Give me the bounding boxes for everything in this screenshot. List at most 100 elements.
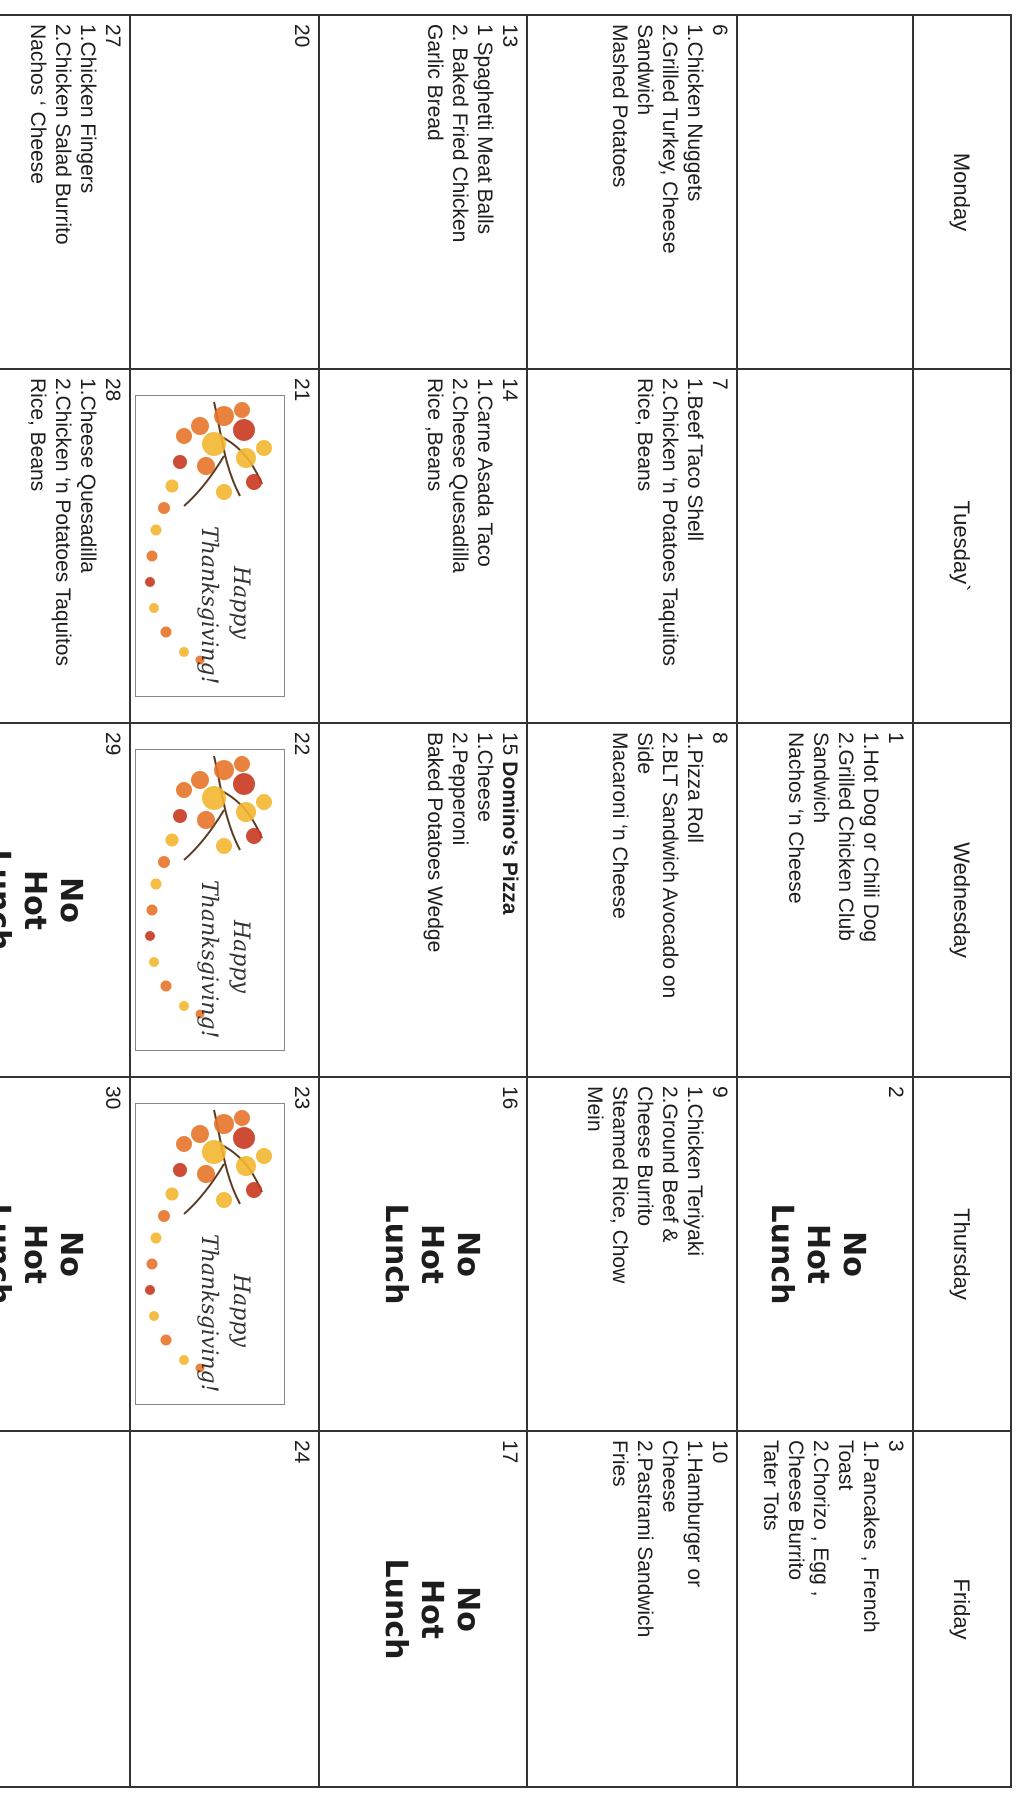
leaf-shape bbox=[202, 1140, 226, 1164]
menu-line: 2.Cheese Quesadilla bbox=[448, 378, 471, 573]
header-tuesday: Tuesday` bbox=[913, 369, 1011, 723]
day-cell-mon: 27 1.Chicken Fingers 2.Chicken Salad Burri… bbox=[0, 15, 130, 369]
day-cell-mon: 13 1 Spaghetti Meat Balls 2. Baked Fried C… bbox=[319, 15, 527, 369]
day-number: 6 bbox=[708, 24, 731, 36]
day-cell-mon bbox=[737, 15, 913, 369]
day-number: 15 bbox=[498, 732, 521, 756]
leaf-shape bbox=[191, 771, 209, 789]
no-hot-lunch-line: Hot bbox=[800, 1223, 835, 1285]
day-cell-fri: 17 No Hot Lunch bbox=[319, 1431, 527, 1787]
menu-line: Cheese bbox=[658, 1440, 681, 1513]
menu-line: 1.Pancakes , French bbox=[859, 1440, 882, 1633]
no-hot-lunch-notice: No Hot Lunch bbox=[377, 1086, 497, 1422]
leaf-shape bbox=[191, 1125, 209, 1143]
menu-line: 2.Chicken ‘n Potatoes Taquitos bbox=[51, 378, 74, 666]
menu-special-title: Domino’s Pizza bbox=[498, 761, 521, 915]
menu-line: 2.Pastrami Sandwich bbox=[633, 1440, 656, 1638]
day-cell-wed: 29 No Hot Lunch bbox=[0, 723, 130, 1077]
no-hot-lunch-line: Hot bbox=[17, 869, 52, 931]
leaf-shape bbox=[179, 1001, 189, 1011]
menu-line: 2.Grilled Chicken Club bbox=[834, 732, 857, 941]
menu-line: 2.Grilled Turkey, Cheese bbox=[658, 24, 681, 254]
menu-line: 1.Chicken Teriyaki bbox=[683, 1086, 706, 1257]
no-hot-lunch-line: No bbox=[53, 1231, 88, 1277]
menu-line: Nachos ‘n Cheese bbox=[784, 732, 807, 904]
happy-text: Happy bbox=[228, 1273, 253, 1347]
menu-line: 2.BLT Sandwich Avocado on bbox=[658, 732, 681, 999]
leaf-shape bbox=[160, 626, 172, 638]
leaf-shape bbox=[149, 603, 159, 613]
day-cell-fri bbox=[0, 1431, 130, 1787]
week-row: 27 1.Chicken Fingers 2.Chicken Salad Burri… bbox=[0, 15, 130, 1787]
leaf-shape bbox=[146, 904, 158, 916]
leaf-shape bbox=[173, 809, 187, 823]
menu-line: 1.Cheese Quesadilla bbox=[76, 378, 99, 573]
day-cell-wed: 1 1.Hot Dog or Chili Dog 2.Grilled Chicken… bbox=[737, 723, 913, 1077]
week-row: 13 1 Spaghetti Meat Balls 2. Baked Fried C… bbox=[319, 15, 527, 1787]
leaf-shape bbox=[195, 655, 205, 665]
menu-line: Sandwich bbox=[633, 24, 656, 116]
leaf-shape bbox=[145, 577, 155, 587]
day-number: 10 bbox=[708, 1440, 731, 1464]
day-number: 29 bbox=[101, 732, 124, 756]
day-number: 20 bbox=[290, 24, 313, 48]
day-number: 8 bbox=[708, 732, 731, 744]
leaf-shape bbox=[165, 833, 179, 847]
leaf-shape bbox=[233, 1127, 255, 1149]
day-cell-fri: 3 1.Pancakes , French Toast 2.Chorizo , Egg… bbox=[737, 1431, 913, 1787]
calendar-body: 1 1.Hot Dog or Chili Dog 2.Grilled Chicken… bbox=[0, 15, 913, 1787]
day-cell-mon: 6 1.Chicken Nuggets 2.Grilled Turkey, Chee… bbox=[527, 15, 737, 369]
no-hot-lunch-line: Hot bbox=[414, 1223, 449, 1285]
menu-line: Rice ,Beans bbox=[423, 378, 446, 492]
day-cell-wed: 15 Domino’s Pizza 1.Cheese 2.Pepperoni Bake… bbox=[319, 723, 527, 1077]
leaf-shape bbox=[202, 786, 226, 810]
menu-line: Tater Tots bbox=[759, 1440, 782, 1531]
menu-line: Nachos ‘ Cheese bbox=[26, 24, 49, 184]
day-cell-tue: 21 Happy Thanksgiving! bbox=[130, 369, 319, 723]
leaf-shape bbox=[145, 1285, 155, 1295]
leaf-shape bbox=[145, 931, 155, 941]
menu-line: 1.Chicken Nuggets bbox=[683, 24, 706, 202]
no-hot-lunch-line: Hot bbox=[414, 1578, 449, 1640]
leaf-shape bbox=[236, 802, 256, 822]
no-hot-lunch-line: Lunch bbox=[0, 1203, 16, 1305]
lunch-calendar-table: Monday Tuesday` Wednesday Thursday Frida… bbox=[0, 14, 1012, 1788]
thanksgiving-leaves-illustration: Happy Thanksgiving! bbox=[145, 1109, 272, 1392]
no-hot-lunch-line: Hot bbox=[17, 1223, 52, 1285]
day-cell-wed: 8 1.Pizza Roll 2.BLT Sandwich Avocado on Si… bbox=[527, 723, 737, 1077]
leaf-shape bbox=[234, 402, 250, 418]
leaf-shape bbox=[216, 838, 232, 854]
day-number: 14 bbox=[498, 378, 521, 402]
leaf-shape bbox=[191, 417, 209, 435]
leaf-shape bbox=[165, 479, 179, 493]
happy-text: Happy bbox=[228, 919, 253, 993]
leaf-shape bbox=[146, 1258, 158, 1270]
leaf-shape bbox=[150, 1232, 162, 1244]
leaf-shape bbox=[160, 1334, 172, 1346]
leaf-shape bbox=[165, 1187, 179, 1201]
thanksgiving-leaves-illustration: Happy Thanksgiving! bbox=[145, 755, 272, 1038]
leaf-shape bbox=[233, 419, 255, 441]
no-hot-lunch-line: No bbox=[836, 1231, 871, 1277]
day-cell-wed: 22 Happy Thanksgiving! bbox=[130, 723, 319, 1077]
menu-line: 1.Hamburger or bbox=[683, 1440, 706, 1588]
menu-line: 2.Pepperoni bbox=[448, 732, 471, 846]
leaf-shape bbox=[202, 432, 226, 456]
menu-line: Fries bbox=[608, 1440, 631, 1487]
header-monday: Monday bbox=[913, 15, 1011, 369]
day-cell-thu: 9 1.Chicken Teriyaki 2.Ground Beef & Cheese… bbox=[527, 1077, 737, 1431]
menu-line: 2. Baked Fried Chicken bbox=[448, 24, 471, 243]
day-number: 24 bbox=[290, 1440, 313, 1464]
no-hot-lunch-notice: No Hot Lunch bbox=[0, 1086, 100, 1422]
leaf-shape bbox=[197, 811, 215, 829]
day-number: 22 bbox=[290, 732, 313, 756]
day-number: 7 bbox=[708, 378, 731, 390]
day-number: 21 bbox=[290, 378, 313, 402]
leaf-shape bbox=[158, 502, 170, 514]
leaf-shape bbox=[176, 1136, 192, 1152]
leaf-shape bbox=[246, 474, 262, 490]
day-cell-fri: 24 bbox=[130, 1431, 319, 1787]
week-row: 1 1.Hot Dog or Chili Dog 2.Grilled Chicken… bbox=[737, 15, 913, 1787]
leaf-shape bbox=[246, 1182, 262, 1198]
